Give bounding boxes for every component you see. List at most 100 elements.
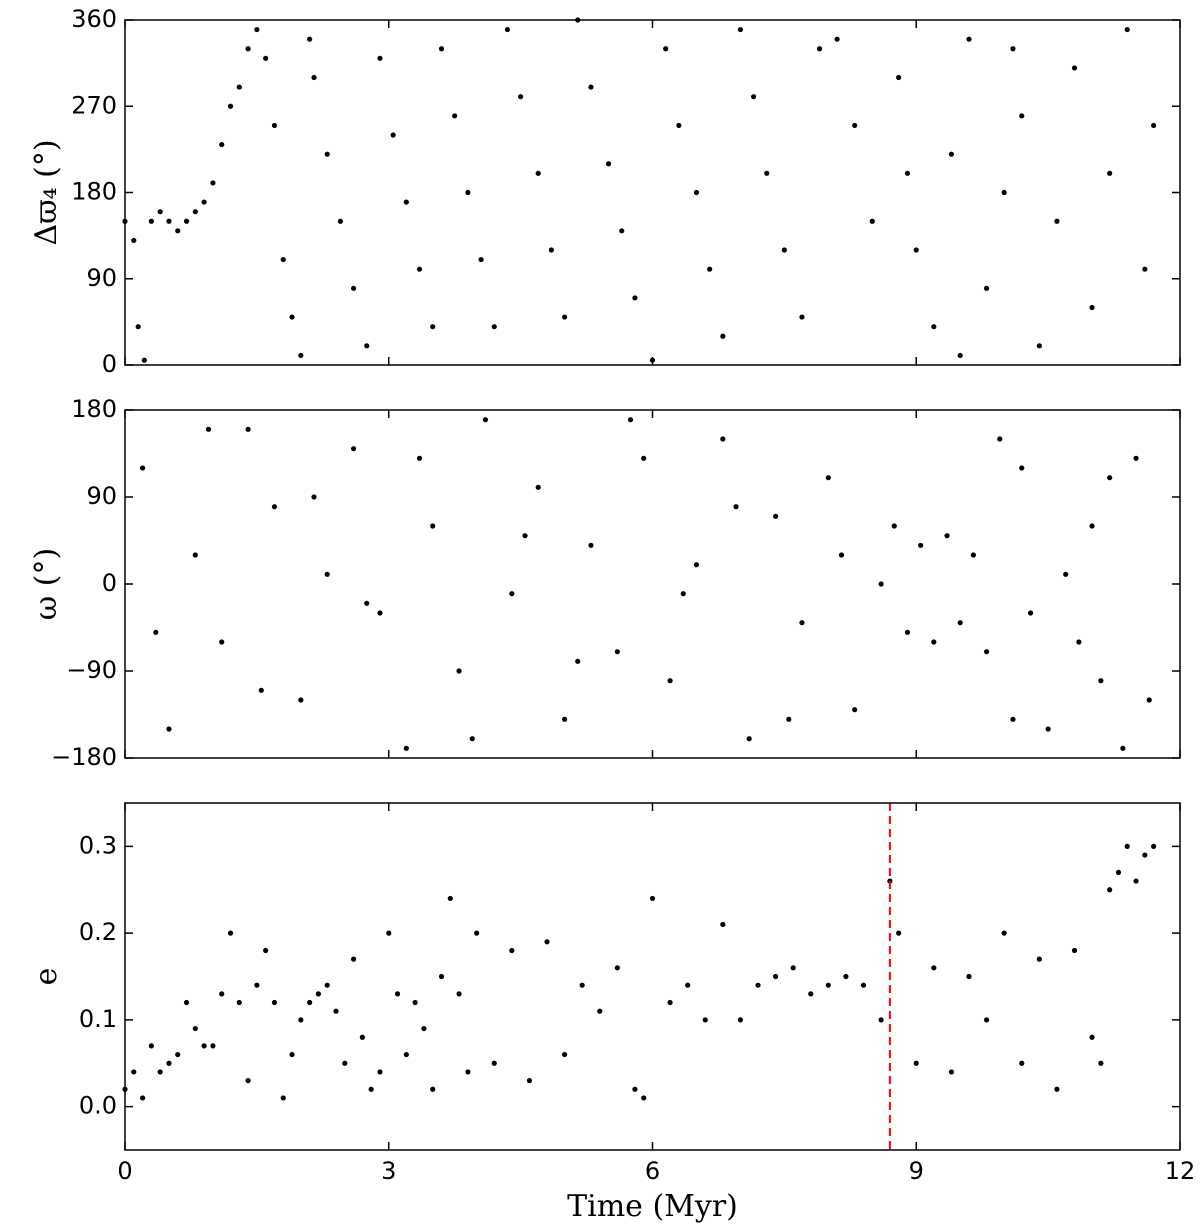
data-point — [575, 658, 581, 664]
data-point — [192, 209, 198, 215]
data-point — [896, 74, 902, 81]
data-point — [482, 417, 489, 423]
data-point — [619, 228, 625, 234]
data-point — [183, 218, 190, 224]
data-point — [663, 46, 669, 52]
data-point — [535, 170, 541, 176]
data-point — [478, 256, 484, 263]
data-point — [245, 1078, 251, 1084]
data-point — [1010, 716, 1016, 722]
data-point — [131, 237, 137, 244]
data-point — [790, 965, 796, 971]
data-point — [772, 513, 779, 519]
data-point — [816, 46, 823, 52]
data-point — [685, 982, 691, 988]
data-point — [166, 726, 172, 732]
data-point — [526, 1078, 533, 1084]
data-point — [834, 36, 840, 42]
data-point — [263, 55, 269, 61]
data-point — [421, 1025, 427, 1032]
data-point — [693, 562, 700, 568]
data-point — [808, 991, 814, 997]
data-point — [544, 939, 550, 945]
data-point — [948, 151, 955, 157]
data-point — [412, 999, 418, 1006]
data-point — [825, 982, 831, 988]
data-point — [192, 1025, 198, 1032]
data-point — [614, 965, 620, 971]
y-tick-label: −180 — [51, 743, 117, 771]
data-point — [970, 552, 976, 558]
data-point — [447, 895, 453, 902]
data-point — [465, 1069, 471, 1075]
data-point — [1019, 113, 1025, 119]
data-point — [1019, 1060, 1025, 1066]
data-point — [627, 417, 634, 423]
data-point — [350, 285, 357, 291]
data-point — [702, 1017, 708, 1023]
data-point — [236, 999, 242, 1006]
data-point — [764, 170, 770, 176]
data-point — [271, 122, 278, 129]
data-point — [157, 1069, 163, 1075]
data-point — [561, 314, 568, 320]
x-tick-label: 0 — [117, 1157, 132, 1185]
data-point — [1124, 843, 1130, 849]
plot-frame — [124, 19, 1181, 366]
data-point — [219, 141, 225, 148]
data-point — [799, 314, 805, 320]
data-point — [931, 639, 937, 645]
data-point — [579, 982, 585, 988]
data-point — [1076, 639, 1082, 645]
data-point — [307, 999, 313, 1006]
data-point — [904, 170, 911, 176]
data-point — [693, 189, 700, 196]
data-point — [153, 629, 159, 635]
data-point — [931, 965, 937, 971]
data-point — [141, 357, 147, 363]
data-point — [896, 930, 902, 936]
data-point — [983, 285, 990, 291]
data-point — [456, 668, 462, 674]
data-point — [311, 74, 317, 81]
data-point — [157, 209, 163, 215]
data-point — [359, 1034, 365, 1040]
data-point — [509, 947, 515, 954]
data-point — [1001, 189, 1007, 196]
data-point — [324, 982, 330, 988]
data-point — [271, 504, 278, 510]
data-point — [733, 504, 739, 510]
data-point — [852, 707, 858, 713]
y-tick-label: 0.1 — [79, 1005, 117, 1033]
data-point — [456, 991, 462, 997]
data-point — [205, 426, 212, 432]
data-point — [465, 189, 471, 196]
data-point — [918, 542, 924, 548]
data-point — [438, 46, 445, 52]
y-axis-label: e — [29, 968, 64, 986]
data-point — [720, 333, 726, 339]
data-point — [720, 436, 726, 442]
data-point — [452, 113, 458, 119]
data-point — [825, 475, 831, 481]
data-point — [1089, 304, 1095, 311]
data-point — [1133, 455, 1139, 461]
data-point — [838, 552, 845, 558]
data-point — [1019, 465, 1025, 471]
data-point — [219, 639, 225, 645]
data-point — [1098, 1060, 1104, 1066]
data-point — [350, 956, 357, 962]
data-point — [438, 973, 445, 980]
data-point — [1107, 887, 1113, 893]
data-point — [983, 649, 990, 655]
data-point — [364, 600, 370, 606]
data-point — [403, 745, 409, 751]
data-point — [315, 991, 322, 997]
data-point — [403, 1051, 409, 1058]
x-axis-label: Time (Myr) — [567, 1189, 738, 1224]
data-point — [166, 1060, 172, 1066]
data-point — [891, 523, 897, 529]
data-point — [1001, 930, 1007, 936]
data-point — [430, 324, 436, 330]
